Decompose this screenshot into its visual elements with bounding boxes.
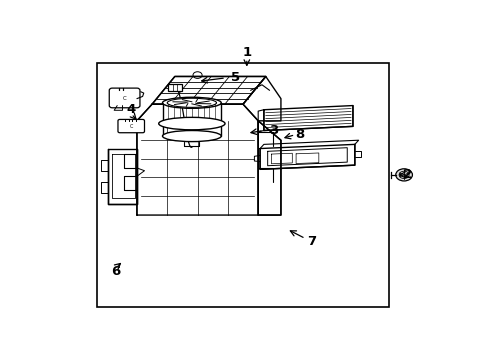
FancyBboxPatch shape	[118, 120, 144, 133]
Text: 1: 1	[242, 46, 251, 59]
Polygon shape	[260, 144, 354, 169]
Ellipse shape	[162, 97, 221, 108]
Bar	[97, 63, 388, 307]
Text: C: C	[129, 124, 133, 129]
FancyBboxPatch shape	[109, 88, 140, 108]
Polygon shape	[258, 121, 280, 215]
Polygon shape	[137, 104, 258, 215]
Ellipse shape	[162, 131, 221, 141]
Text: C: C	[122, 96, 126, 101]
Text: 3: 3	[268, 124, 277, 137]
Text: 5: 5	[230, 71, 240, 84]
Polygon shape	[152, 76, 265, 104]
Bar	[168, 84, 181, 91]
Text: 8: 8	[295, 128, 304, 141]
Ellipse shape	[159, 117, 224, 130]
Text: 2: 2	[403, 168, 411, 181]
Text: 7: 7	[306, 235, 315, 248]
Text: 6: 6	[111, 265, 121, 278]
Polygon shape	[108, 149, 137, 204]
Circle shape	[395, 169, 411, 181]
Polygon shape	[264, 105, 352, 131]
Ellipse shape	[167, 98, 216, 107]
Text: 4: 4	[126, 103, 136, 116]
